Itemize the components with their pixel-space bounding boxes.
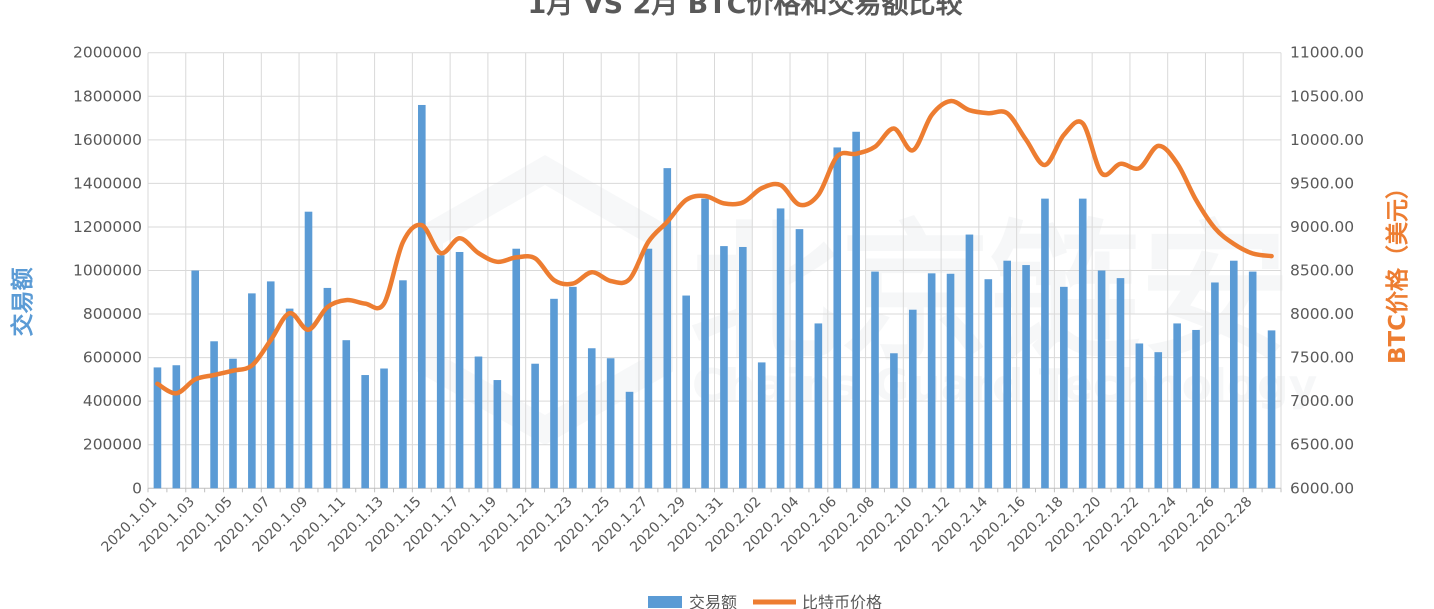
volume-bar [625,391,634,489]
volume-bar [908,309,917,489]
volume-bar [927,273,936,489]
left-axis-tick-label: 0 [132,479,142,497]
volume-bar [436,255,445,489]
volume-bar [266,281,275,489]
right-axis-tick-label: 7000.00 [1290,392,1354,410]
volume-bar [342,340,351,489]
right-axis-tick-label: 6000.00 [1290,479,1354,497]
volume-bar [663,168,672,489]
volume-bar [587,348,596,489]
volume-bar [285,308,294,489]
volume-bar [569,286,577,489]
volume-bar [1060,286,1068,489]
right-axis-tick-label: 7500.00 [1290,349,1354,367]
volume-bar [248,293,256,489]
volume-bar [1229,260,1238,489]
volume-bar [644,248,653,489]
left-axis-tick-label: 1400000 [73,174,142,192]
volume-bar [946,273,955,489]
left-axis-tick-label: 400000 [83,392,142,410]
volume-bar [871,271,879,489]
volume-bar [984,279,993,489]
volume-bar [757,362,766,489]
volume-bar [739,246,747,489]
volume-bar [1022,265,1030,489]
watermark-hexagon-icon [417,155,673,445]
volume-bar [323,287,332,489]
volume-bar [1041,198,1049,489]
volume-bar [701,198,709,489]
volume-bar [229,358,237,489]
legend-price-label: 比特币价格 [802,593,882,609]
volume-bar [720,246,728,489]
right-axis-tick-label: 8000.00 [1290,305,1354,323]
volume-bar [890,353,898,489]
volume-bar [418,104,426,489]
volume-bar [814,323,823,489]
volume-bar [380,368,388,489]
right-axis-tick-label: 11000.00 [1290,44,1364,62]
volume-bar [1211,282,1219,489]
volume-bar [852,131,860,489]
volume-bar [153,367,162,489]
right-axis-tick-label: 8500.00 [1290,262,1354,280]
legend: 交易额 比特币价格 [648,593,882,609]
right-axis-tick-label: 10500.00 [1290,87,1364,105]
chart-title: 1月 VS 2月 BTC价格和交易额比较 [528,0,963,20]
volume-bar [172,365,181,489]
volume-bar [493,380,502,489]
left-axis-tick-label: 1200000 [73,218,142,236]
volume-bar [361,375,369,489]
price-line-path [155,98,1274,396]
volume-bar [455,251,464,489]
volume-bar [474,356,483,489]
left-axis-tick-label: 800000 [83,305,142,323]
right-axis-tick-label: 10000.00 [1290,131,1364,149]
volume-bar [833,147,842,489]
volume-bar [1154,352,1163,489]
right-axis-tick-label: 6500.00 [1290,436,1354,454]
volume-bar [965,234,974,489]
volume-bar [606,358,615,489]
left-axis-tick-label: 2000000 [73,44,142,62]
left-axis-tick-label: 1800000 [73,87,142,105]
left-axis-tick-label: 1600000 [73,131,142,149]
volume-bar [531,363,539,489]
volume-bar [304,211,313,489]
volume-bar [1267,330,1276,489]
left-axis-tick-label: 600000 [83,349,142,367]
legend-volume-swatch-icon [648,596,682,608]
volume-bar [1135,343,1144,489]
volume-bar [1078,198,1087,489]
right-axis-title: BTC价格（美元） [1384,176,1411,364]
volume-bar [1116,278,1125,489]
left-axis-tick-label: 200000 [83,436,142,454]
volume-bar [550,298,558,489]
volume-bar [512,248,521,489]
volume-bar [210,341,218,489]
volume-bar [1248,271,1257,489]
volume-bar [1003,260,1011,489]
volume-bar [1173,323,1181,489]
legend-volume-label: 交易额 [689,593,737,609]
gridlines [147,52,1282,493]
volume-bar [399,280,407,489]
volume-bar [682,295,690,489]
volume-bar [1192,329,1200,489]
right-axis-tick-label: 9000.00 [1290,218,1354,236]
volume-bar [776,208,785,489]
volume-bar [795,229,804,489]
price-line [155,98,1274,396]
left-axis-tick-label: 1000000 [73,262,142,280]
left-axis-title: 交易额 [9,268,36,337]
right-axis-tick-label: 9500.00 [1290,174,1354,192]
volume-bar [1097,270,1106,489]
